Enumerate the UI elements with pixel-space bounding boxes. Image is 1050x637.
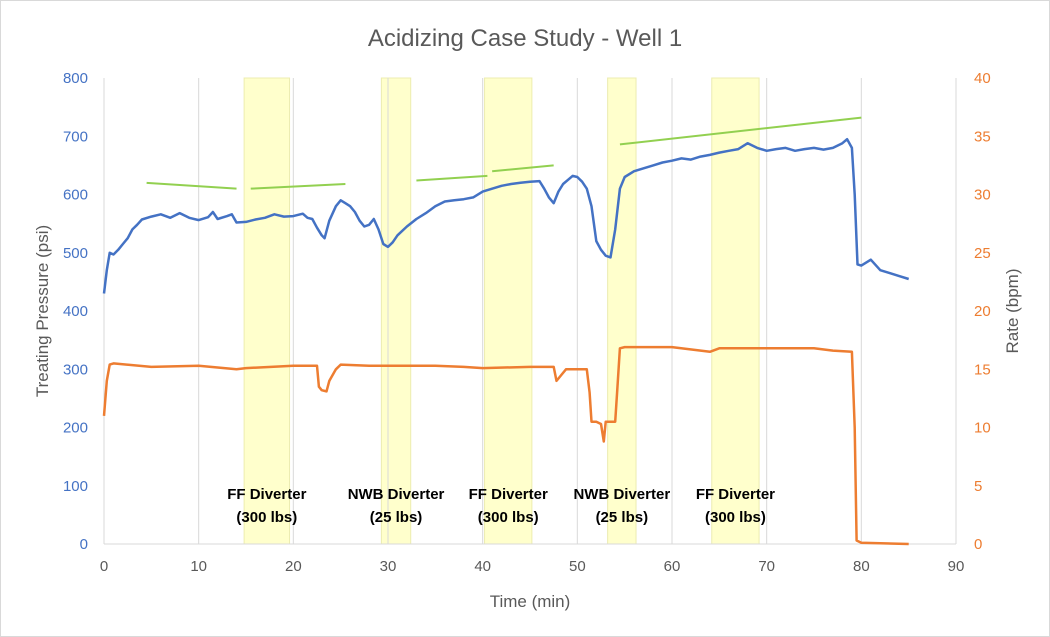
rate-series-line <box>102 345 909 546</box>
y-left-tick-label: 300 <box>63 361 88 378</box>
y-right-tick-label: 10 <box>974 420 991 437</box>
y-left-tick-label: 0 <box>80 536 88 553</box>
y-right-tick-label: 30 <box>974 187 991 204</box>
diverter-band <box>484 77 533 545</box>
gridlines <box>103 78 957 545</box>
diverter-label: NWB Diverter <box>573 486 670 503</box>
x-tick-label: 20 <box>285 558 302 575</box>
y-right-tick-label: 5 <box>974 478 982 495</box>
y-left-tick-label: 500 <box>63 245 88 262</box>
diverter-label: NWB Diverter <box>348 486 445 503</box>
y-left-tick-label: 700 <box>63 128 88 145</box>
trend-line <box>146 181 237 190</box>
x-tick-label: 10 <box>190 558 207 575</box>
tick-labels: 0 10 20 30 40 50 60 70 80 90010020030040050060070… <box>63 70 991 575</box>
diverter-amount: (300 lbs) <box>236 509 297 526</box>
y-left-tick-label: 100 <box>63 478 88 495</box>
diverter-annotations: FF Diverter (300 lbs) NWB Diverter (25 lbs)… <box>227 486 775 526</box>
y-left-tick-label: 400 <box>63 303 88 320</box>
diverter-bands <box>243 77 760 545</box>
y-left-tick-label: 200 <box>63 420 88 437</box>
y-right-tick-label: 0 <box>974 536 982 553</box>
diverter-band <box>607 77 637 545</box>
x-tick-label: 50 <box>569 558 586 575</box>
diverter-amount: (300 lbs) <box>705 509 766 526</box>
y-right-axis-title: Rate (bpm) <box>1003 268 1022 353</box>
x-tick-label: 0 <box>100 558 108 575</box>
diverter-amount: (300 lbs) <box>478 509 539 526</box>
diverter-amount: (25 lbs) <box>596 509 649 526</box>
diverter-label: FF Diverter <box>227 486 306 503</box>
diverter-amount: (25 lbs) <box>370 509 423 526</box>
trend-line <box>492 164 554 173</box>
series-lines <box>102 137 910 546</box>
diverter-band <box>380 77 412 545</box>
y-right-tick-label: 20 <box>974 303 991 320</box>
x-tick-label: 80 <box>853 558 870 575</box>
trend-line <box>416 174 488 182</box>
trend-line <box>250 183 346 190</box>
y-left-tick-label: 600 <box>63 187 88 204</box>
x-axis-title: Time (min) <box>490 592 571 611</box>
x-tick-label: 90 <box>948 558 965 575</box>
y-right-tick-label: 40 <box>974 70 991 87</box>
diverter-band <box>243 77 291 545</box>
y-right-tick-label: 35 <box>974 128 991 145</box>
diverter-label: FF Diverter <box>469 486 548 503</box>
trend-line <box>619 116 862 146</box>
x-tick-label: 60 <box>664 558 681 575</box>
diverter-band <box>711 77 760 545</box>
x-tick-label: 70 <box>758 558 775 575</box>
chart-title: Acidizing Case Study - Well 1 <box>368 25 682 52</box>
x-tick-label: 40 <box>474 558 491 575</box>
y-left-axis-title: Treating Pressure (psi) <box>33 225 52 397</box>
pressure-series-line <box>102 137 910 294</box>
y-right-tick-label: 15 <box>974 361 991 378</box>
diverter-label: FF Diverter <box>696 486 775 503</box>
y-right-tick-label: 25 <box>974 245 991 262</box>
trend-lines <box>146 116 862 190</box>
x-tick-label: 30 <box>380 558 397 575</box>
y-left-tick-label: 800 <box>63 70 88 87</box>
